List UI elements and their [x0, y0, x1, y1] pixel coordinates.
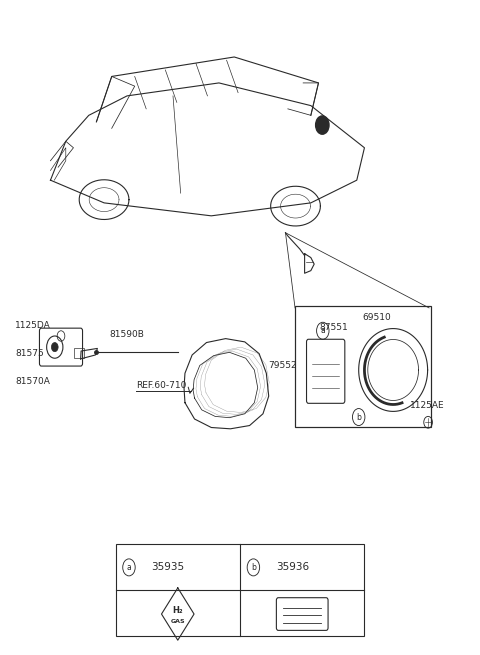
Text: REF.60-710: REF.60-710 [136, 381, 186, 390]
Text: 79552: 79552 [268, 361, 296, 370]
Text: 81575: 81575 [15, 349, 44, 358]
Text: b: b [251, 563, 256, 572]
Text: 81570A: 81570A [15, 377, 50, 386]
Text: GAS: GAS [170, 620, 185, 624]
Text: H₂: H₂ [172, 606, 183, 614]
Bar [116, 544, 364, 636]
Text: 1125AE: 1125AE [410, 402, 444, 411]
Text: 35935: 35935 [152, 563, 185, 572]
Text: a: a [321, 326, 325, 335]
Text: a: a [127, 563, 132, 572]
Text: b: b [356, 413, 361, 422]
Text: 35936: 35936 [276, 563, 309, 572]
Bar [295, 306, 432, 427]
Circle shape [51, 343, 58, 352]
Text: 81590B: 81590B [110, 329, 144, 339]
Circle shape [316, 116, 329, 134]
Text: 1125DA: 1125DA [15, 321, 51, 330]
Text: 87551: 87551 [319, 323, 348, 332]
Text: 69510: 69510 [362, 313, 391, 322]
